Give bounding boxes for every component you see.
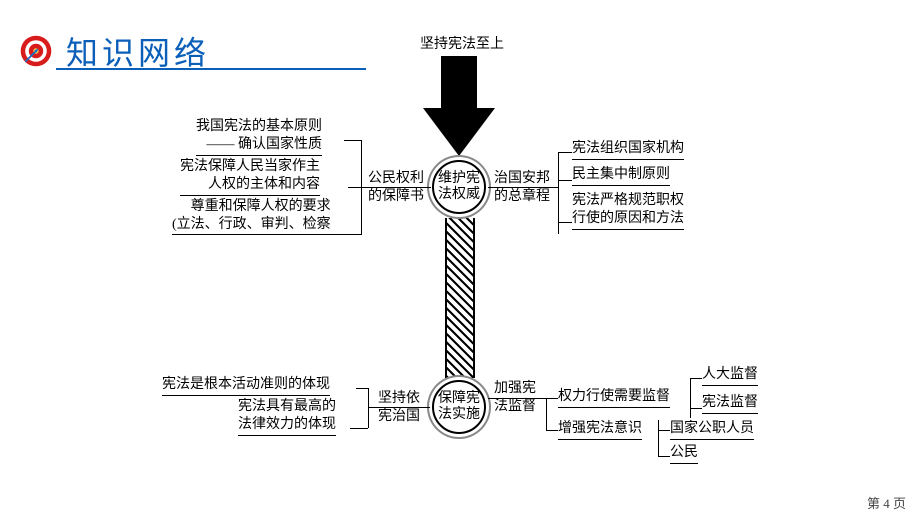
ul-item-0: 我国宪法的基本原则 —— 确认国家性质 (196, 118, 322, 156)
lr-a-item-1: 宪法监督 (702, 394, 758, 414)
target-icon (18, 33, 54, 69)
ur-item-0: 宪法组织国家机构 (572, 140, 684, 160)
node-lower: 保障宪 法实施 (432, 380, 486, 434)
ur-item-1: 民主集中制原则 (572, 166, 670, 186)
lr-a-sub: 权力行使需要监督 (558, 388, 670, 408)
ul-item-2: 尊重和保障人权的要求 (立法、行政、审判、检察 (172, 198, 331, 234)
ll-item-1: 宪法具有最高的 法律效力的体现 (238, 398, 336, 436)
upper-left-branch: 公民权利 的保障书 (368, 170, 424, 206)
node-upper: 维护宪 法权威 (432, 160, 486, 214)
lower-left-branch: 坚持依 宪治国 (378, 390, 420, 426)
lr-b-item-0: 国家公职人员 (670, 420, 754, 440)
title-underline (56, 68, 366, 70)
ll-item-0: 宪法是根本活动准则的体现 (162, 376, 330, 396)
ur-item-2: 宪法严格规范职权 行使的原因和方法 (572, 192, 684, 230)
lr-a-item-0: 人大监督 (702, 366, 758, 386)
top-label: 坚持宪法至上 (420, 36, 504, 54)
ul-item-1: 宪法保障人民当家作主 人权的主体和内容 (180, 158, 320, 196)
upper-right-branch: 治国安邦 的总章程 (494, 170, 550, 206)
page-number: 第 4 页 (867, 493, 906, 512)
arrow-icon (423, 56, 495, 165)
lr-branch-b: 增强宪法意识 (558, 420, 642, 440)
hatched-connector (445, 218, 475, 378)
lr-b-item-1: 公民 (670, 444, 698, 464)
